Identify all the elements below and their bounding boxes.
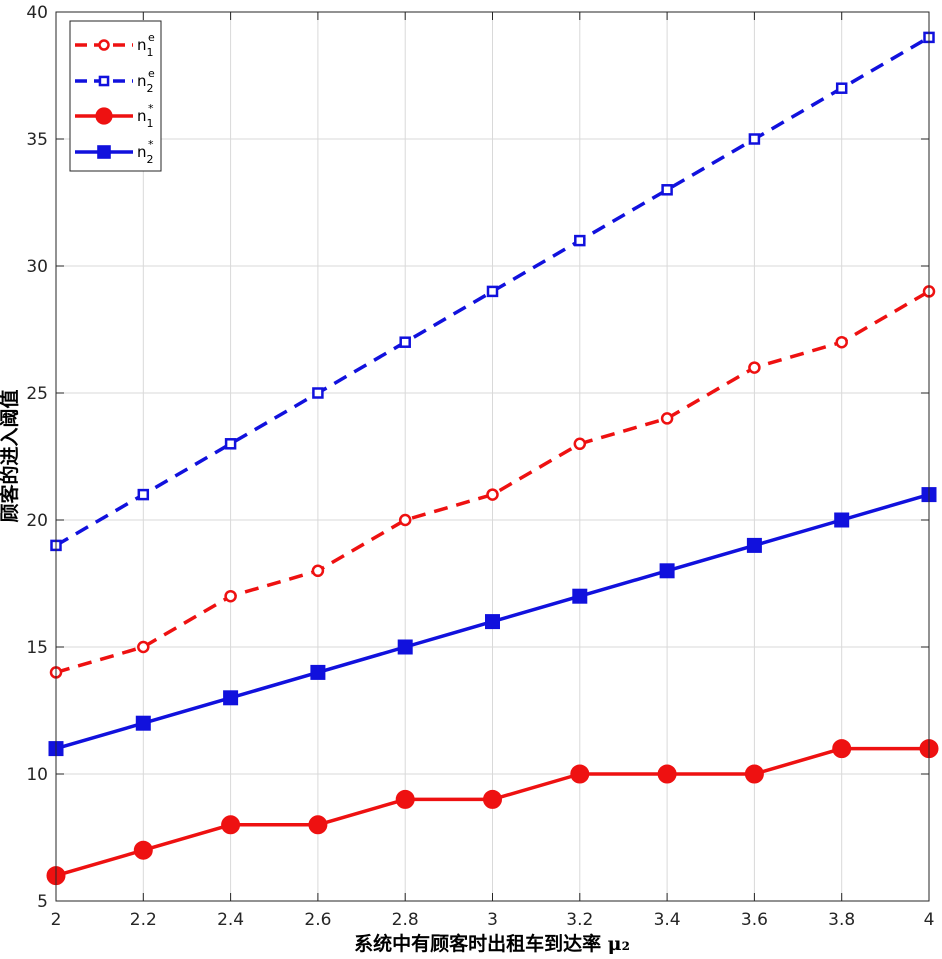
legend-label-sub: 2 (147, 82, 154, 95)
data-point (574, 234, 586, 247)
legend-label: n2 (137, 72, 154, 95)
y-tick-label: 35 (26, 130, 48, 150)
x-tick-label: 3.4 (654, 910, 681, 930)
legend-label-base: n (137, 36, 147, 54)
series-2 (46, 739, 939, 886)
x-tick-label: 3.8 (828, 910, 855, 930)
series-line (55, 35, 930, 547)
data-point (395, 789, 415, 809)
legend-entry: n2e (75, 67, 155, 95)
data-point (486, 488, 499, 501)
data-point (832, 739, 852, 759)
legend-entry: n2* (75, 138, 154, 166)
x-tick-label: 2.4 (217, 910, 244, 930)
data-point (397, 639, 413, 655)
data-point (573, 437, 587, 451)
y-tick-label: 30 (26, 257, 48, 277)
legend-label-base: n (137, 143, 147, 161)
data-point (223, 690, 239, 706)
data-point (483, 789, 502, 809)
legend-label-sub: 1 (147, 117, 154, 130)
data-point (98, 39, 110, 51)
data-point (748, 361, 761, 374)
data-point (661, 184, 673, 196)
legend-label-sup: * (148, 138, 154, 151)
data-point (659, 563, 675, 579)
data-point (221, 815, 241, 835)
data-point (398, 513, 412, 527)
legend-label: n1 (137, 107, 154, 130)
x-tick-label: 2.6 (304, 910, 331, 930)
data-point (133, 840, 153, 860)
x-tick-label: 3 (487, 910, 498, 930)
data-point (834, 512, 850, 528)
data-point (657, 764, 677, 784)
axis-ticks: 2 2.2 2.4 2.6 2.8 3 3.2 3.4 3.6 3.8 4 5 10 15 20 25 30 35… (26, 3, 934, 930)
y-tick-label: 40 (26, 3, 48, 23)
legend-label-sup: * (148, 102, 154, 115)
data-point (399, 336, 411, 348)
data-point (570, 764, 590, 784)
data-point (224, 438, 237, 450)
data-point (746, 537, 762, 553)
data-point (97, 145, 111, 159)
x-axis-title: 系统中有顾客时出租车到达率 μ₂ (354, 932, 630, 955)
legend-label-sup: e (148, 67, 155, 80)
y-tick-label: 5 (37, 892, 48, 912)
series-1 (50, 31, 935, 552)
data-point (137, 640, 150, 654)
data-point (486, 285, 499, 298)
legend-entry: n1* (75, 102, 154, 130)
data-point (835, 335, 848, 349)
legend-label-sub: 2 (147, 153, 154, 166)
data-point (308, 815, 328, 835)
x-tick-label: 3.6 (741, 910, 768, 930)
data-point (311, 564, 325, 578)
y-tick-label: 10 (26, 765, 48, 785)
legend-entry: n1e (75, 31, 155, 59)
data-point (660, 412, 674, 425)
x-tick-label: 2.8 (392, 910, 419, 930)
data-point (572, 588, 588, 604)
data-point (98, 75, 110, 87)
x-tick-label: 2.2 (130, 910, 157, 930)
data-point (312, 387, 324, 399)
y-tick-label: 25 (26, 384, 48, 404)
data-point (137, 488, 150, 501)
legend-label-base: n (137, 72, 147, 90)
legend-label-base: n (137, 107, 147, 125)
legend-label: n2 (137, 143, 154, 166)
x-tick-label: 4 (924, 910, 935, 930)
y-axis-title: 顾客的进入阈值 (0, 389, 21, 522)
y-tick-label: 15 (26, 638, 48, 658)
grid-lines (56, 12, 929, 901)
data-point (95, 107, 113, 125)
data-point (310, 664, 326, 680)
y-tick-label: 20 (26, 511, 48, 531)
legend-label-sub: 1 (147, 46, 154, 59)
legend-label-sup: e (148, 31, 155, 44)
data-point (748, 133, 761, 145)
data-point (485, 614, 500, 630)
data-point (835, 82, 848, 94)
data-point (744, 764, 764, 784)
data-point (135, 715, 151, 731)
x-tick-label: 3.2 (566, 910, 593, 930)
x-tick-label: 2 (51, 910, 62, 930)
data-point (224, 589, 237, 603)
legend-label: n1 (137, 36, 154, 59)
